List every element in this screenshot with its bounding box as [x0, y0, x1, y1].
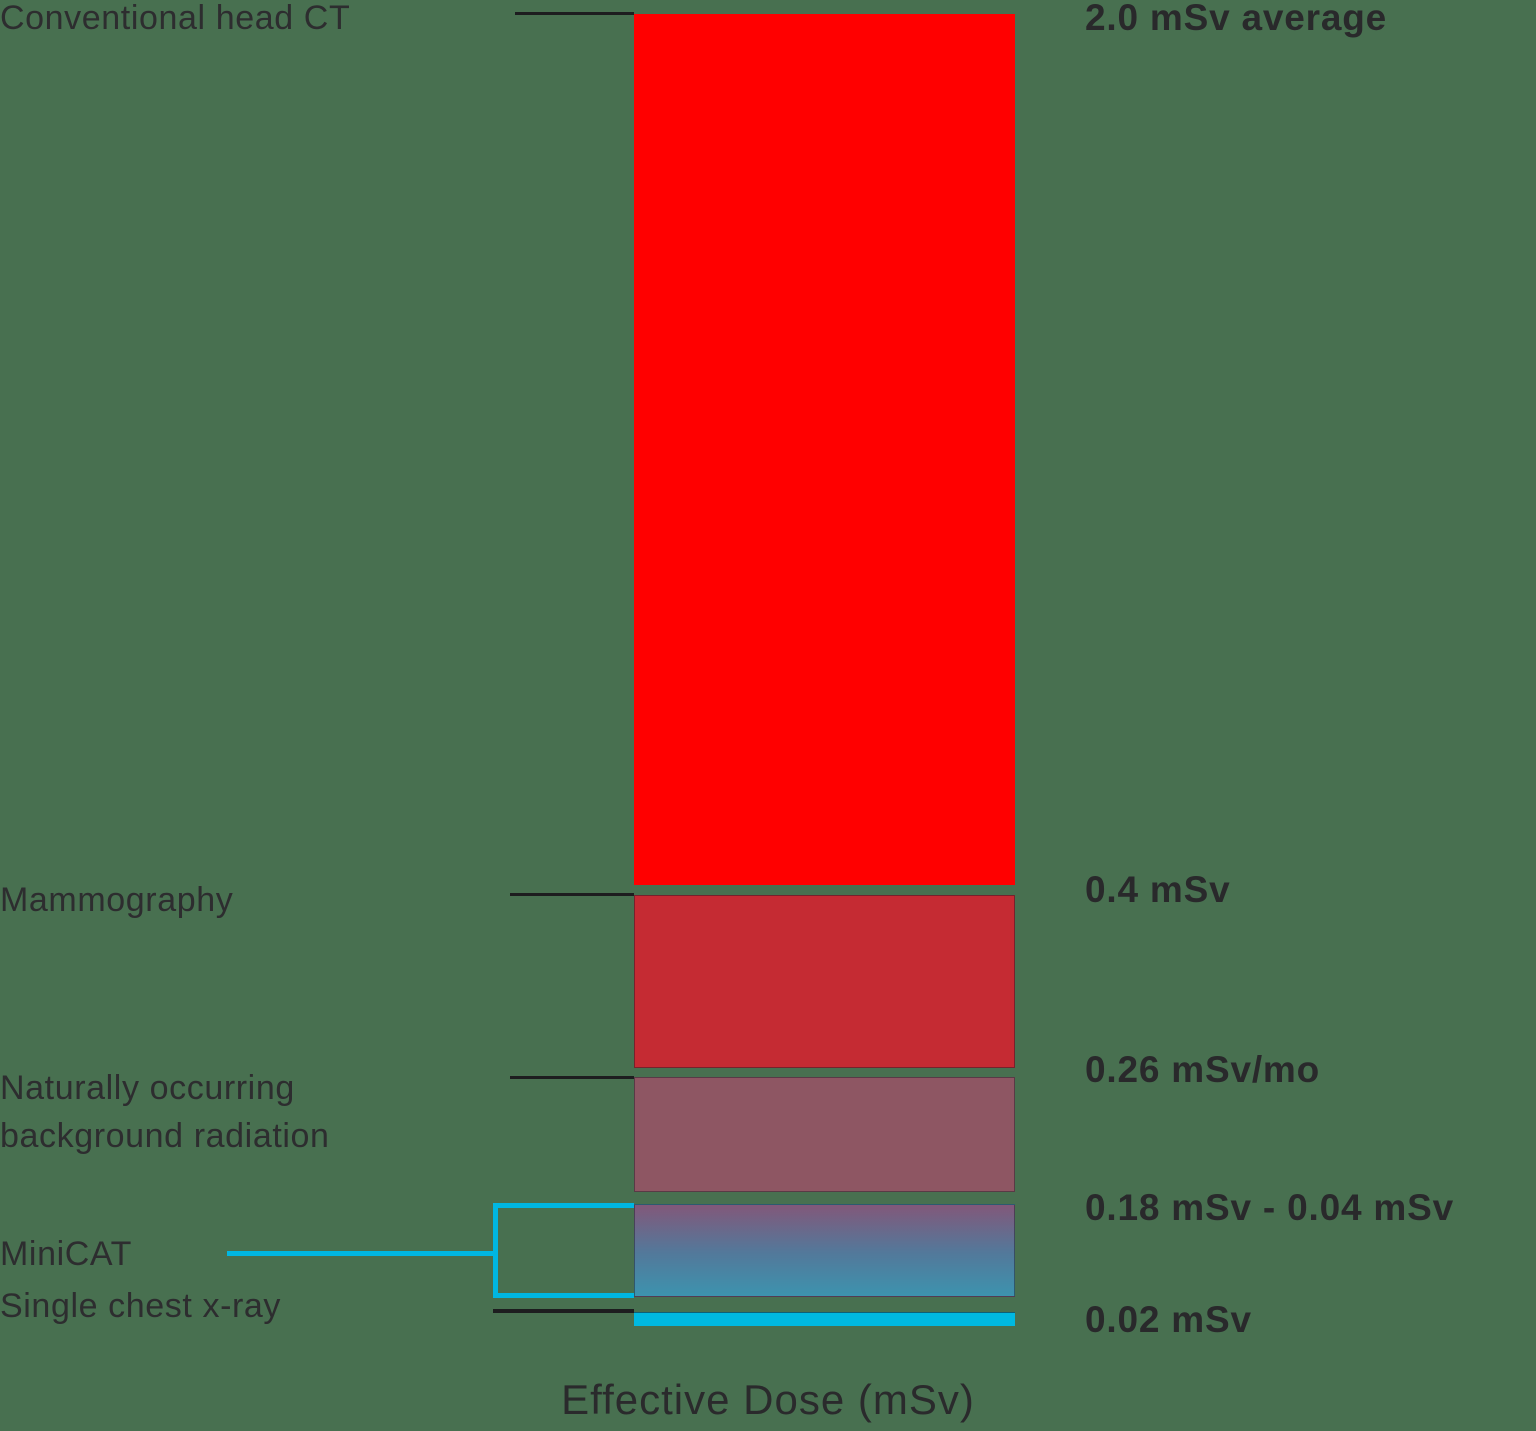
- value-label-single-chest-xray: 0.02 mSv: [1085, 1299, 1252, 1340]
- bar-single-chest-xray: [634, 1312, 1015, 1326]
- category-label-conventional-head-ct: Conventional head CT: [0, 0, 351, 37]
- bar-mammography: [634, 895, 1015, 1068]
- value-label-conventional-head-ct: 2.0 mSv average: [1085, 0, 1388, 38]
- minicat-connector-line: [227, 1251, 493, 1256]
- category-label-single-chest-xray: Single chest x-ray: [0, 1287, 282, 1325]
- value-label-background-radiation: 0.26 mSv/mo: [1085, 1049, 1321, 1090]
- tick-mammography: [510, 893, 634, 896]
- tick-single-chest-xray: [493, 1309, 634, 1313]
- bar-background-radiation: [634, 1077, 1015, 1192]
- tick-background-radiation: [510, 1076, 634, 1079]
- category-label-mammography: Mammography: [0, 881, 234, 919]
- value-label-mammography: 0.4 mSv: [1085, 869, 1231, 910]
- bar-minicat: [634, 1204, 1015, 1297]
- category-label-minicat: MiniCAT: [0, 1235, 133, 1273]
- minicat-range-bracket: [493, 1203, 634, 1298]
- value-label-minicat: 0.18 mSv - 0.04 mSv: [1085, 1187, 1454, 1228]
- category-label-background-radiation: Naturally occurring background radiation: [0, 1069, 330, 1155]
- x-axis-label: Effective Dose (mSv): [561, 1376, 975, 1423]
- tick-conventional-head-ct: [515, 12, 634, 15]
- bar-conventional-head-ct: [634, 14, 1015, 885]
